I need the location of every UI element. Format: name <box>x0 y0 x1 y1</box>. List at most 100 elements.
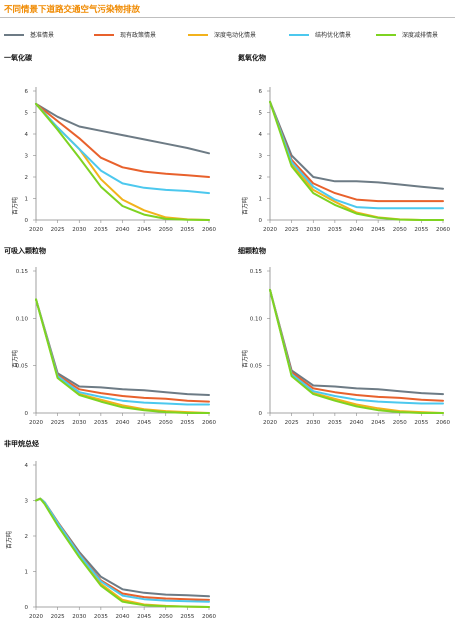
chart-title: 可吸入颗粒物 <box>4 247 46 255</box>
y-tick-label: 3 <box>259 154 263 160</box>
legend-label: 结构优化情景 <box>315 32 352 39</box>
x-tick-label: 2045 <box>137 420 151 426</box>
x-tick-label: 2045 <box>137 614 151 620</box>
x-tick-label: 2045 <box>371 420 385 426</box>
y-tick-label: 0.15 <box>250 269 263 275</box>
x-tick-label: 2020 <box>29 614 43 620</box>
y-tick-label: 1 <box>25 570 29 576</box>
x-tick-label: 2050 <box>393 227 407 233</box>
series-line <box>35 102 210 155</box>
series-line <box>35 298 210 403</box>
chart-title: 氮氧化物 <box>238 54 266 62</box>
y-tick-label: 6 <box>259 89 263 95</box>
x-tick-label: 2050 <box>159 420 173 426</box>
x-tick-label: 2020 <box>29 420 43 426</box>
y-tick-label: 2 <box>259 175 263 181</box>
x-tick-label: 2025 <box>285 227 299 233</box>
legend-item: 现有政策情景 <box>94 30 156 39</box>
y-tick-label: 5 <box>25 111 29 117</box>
x-tick-label: 2035 <box>94 227 108 233</box>
y-tick-label: 0.10 <box>16 316 29 322</box>
x-tick-label: 2030 <box>306 420 320 426</box>
x-tick-label: 2045 <box>371 227 385 233</box>
y-tick-label: 4 <box>25 132 29 138</box>
x-tick-label: 2030 <box>306 227 320 233</box>
x-tick-label: 2035 <box>94 614 108 620</box>
x-tick-label: 2055 <box>414 227 428 233</box>
y-tick-label: 0 <box>259 218 263 224</box>
x-tick-label: 2030 <box>72 614 86 620</box>
chart-svg: 0 0.05 0.10 0.15 2020 2025 2030 2035 2040 2045 205… <box>16 267 216 426</box>
x-tick-label: 2055 <box>414 420 428 426</box>
series-line <box>35 497 210 603</box>
legend-label: 现有政策情景 <box>120 32 157 39</box>
chart-svg: 0 1 2 3 4 2020 2025 2030 2035 2040 2045 2050 2055 206… <box>25 461 216 620</box>
series-line <box>35 497 210 598</box>
x-tick-label: 2025 <box>51 420 65 426</box>
x-tick-label: 2050 <box>159 614 173 620</box>
series-line <box>269 100 444 190</box>
x-tick-label: 2060 <box>436 420 450 426</box>
y-tick-label: 3 <box>25 154 29 160</box>
series-line <box>35 497 210 608</box>
x-tick-label: 2020 <box>263 420 277 426</box>
y-tick-label: 0.05 <box>250 364 263 370</box>
series-line <box>35 298 210 414</box>
y-tick-label: 5 <box>259 111 263 117</box>
x-tick-label: 2050 <box>159 227 173 233</box>
chart-title: 细颗粒物 <box>238 247 266 255</box>
legend-item: 深度电动化情景 <box>188 30 256 39</box>
x-tick-label: 2035 <box>328 227 342 233</box>
y-tick-label: 2 <box>25 175 29 181</box>
legend-swatch <box>94 33 114 36</box>
series-line <box>269 288 444 396</box>
y-tick-label: 0 <box>259 411 263 417</box>
chart-panel-pm25: 细颗粒物 百万吨 0 0.05 0.10 0.15 2020 2025 2030 2035 20… <box>238 246 453 428</box>
series-line <box>269 288 444 402</box>
x-tick-label: 2055 <box>180 227 194 233</box>
x-tick-label: 2040 <box>350 227 364 233</box>
x-tick-label: 2025 <box>285 420 299 426</box>
x-tick-label: 2025 <box>51 227 65 233</box>
chart-panel-pm10: 可吸入颗粒物 百万吨 0 0.05 0.10 0.15 2020 2025 2030 2035… <box>4 246 219 428</box>
series-line <box>269 288 444 405</box>
series-line <box>269 288 444 414</box>
y-tick-label: 4 <box>259 132 263 138</box>
legend-item: 基准情景 <box>4 30 54 39</box>
y-tick-label: 0 <box>25 605 29 611</box>
x-tick-label: 2060 <box>202 614 216 620</box>
x-tick-label: 2035 <box>328 420 342 426</box>
y-tick-label: 1 <box>259 197 263 203</box>
series-line <box>35 102 210 178</box>
chart-svg: 0 1 2 3 4 5 6 2020 2025 2030 2035 2040 2045 2050 2055 2… <box>25 87 216 233</box>
y-tick-label: 4 <box>25 463 29 469</box>
legend-swatch <box>4 33 24 36</box>
x-tick-label: 2060 <box>202 227 216 233</box>
x-tick-label: 2025 <box>51 614 65 620</box>
series-line <box>35 102 210 221</box>
y-tick-label: 0.10 <box>250 316 263 322</box>
x-tick-label: 2055 <box>180 420 194 426</box>
y-tick-label: 1 <box>25 197 29 203</box>
series-line <box>35 102 210 195</box>
legend-item: 结构优化情景 <box>289 30 351 39</box>
x-tick-label: 2060 <box>436 227 450 233</box>
series-line <box>269 100 444 210</box>
series-line <box>35 497 210 608</box>
x-tick-label: 2020 <box>263 227 277 233</box>
legend: 基准情景 现有政策情景 深度电动化情景 结构优化情景 深度减排情景 <box>4 30 454 44</box>
y-tick-label: 6 <box>25 89 29 95</box>
x-tick-label: 2040 <box>116 614 130 620</box>
legend-swatch <box>188 33 208 36</box>
chart-panel-nox: 氮氧化物 百万吨 0 1 2 3 4 5 6 2020 2025 2030 2035 2040 2045… <box>238 53 453 235</box>
legend-swatch <box>289 33 309 36</box>
figure-title: 不同情景下道路交通空气污染物排放 <box>4 5 141 15</box>
x-tick-label: 2040 <box>116 420 130 426</box>
x-tick-label: 2035 <box>94 420 108 426</box>
legend-label: 深度电动化情景 <box>214 32 257 39</box>
title-divider <box>0 17 455 18</box>
series-line <box>35 298 210 396</box>
x-tick-label: 2050 <box>393 420 407 426</box>
x-tick-label: 2040 <box>116 227 130 233</box>
chart-panel-co: 一氧化碳 百万吨 0 1 2 3 4 5 6 2020 2025 2030 2035 2040 2045… <box>4 53 219 235</box>
